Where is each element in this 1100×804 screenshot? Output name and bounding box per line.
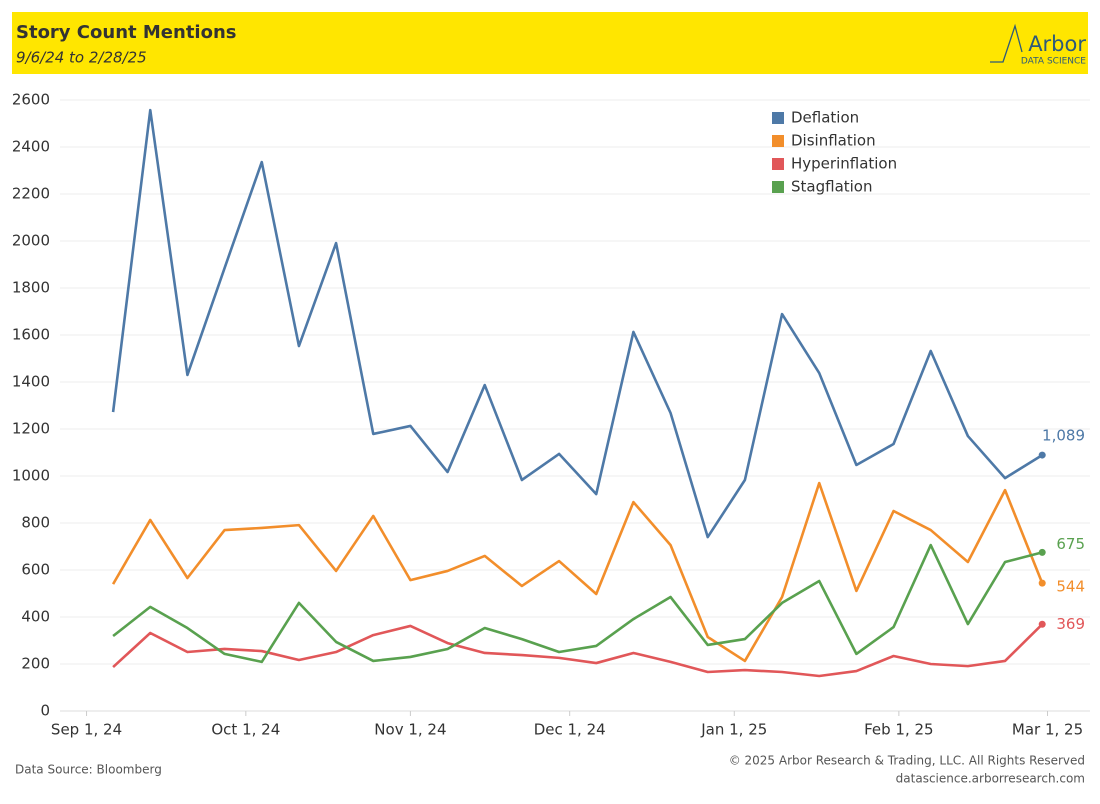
y-tick-label: 2600 xyxy=(12,91,50,109)
legend-label: Hyperinflation xyxy=(791,155,897,173)
header-band xyxy=(12,12,1088,74)
legend-swatch xyxy=(772,112,784,124)
x-tick-label: Oct 1, 24 xyxy=(211,721,280,739)
x-tick-label: Jan 1, 25 xyxy=(700,721,767,739)
series-line xyxy=(112,543,1043,664)
end-point xyxy=(1038,451,1046,459)
copyright: © 2025 Arbor Research & Trading, LLC. Al… xyxy=(729,754,1085,768)
y-tick-label: 2200 xyxy=(12,185,50,203)
end-label: 1,089 xyxy=(1042,427,1085,445)
y-tick-label: 1600 xyxy=(12,326,50,344)
y-tick-label: 1200 xyxy=(12,420,50,438)
subtitle: 9/6/24 to 2/28/25 xyxy=(16,49,147,67)
y-tick-label: 1400 xyxy=(12,373,50,391)
legend-swatch xyxy=(772,135,784,147)
y-tick-label: 400 xyxy=(21,608,50,626)
y-tick-label: 600 xyxy=(21,561,50,579)
source: Data Source: Bloomberg xyxy=(15,763,162,777)
logo: Arbor xyxy=(1028,32,1086,56)
legend-label: Disinflation xyxy=(791,132,876,150)
x-tick-label: Nov 1, 24 xyxy=(374,721,446,739)
legend-label: Deflation xyxy=(791,109,859,127)
y-tick-label: 2400 xyxy=(12,138,50,156)
legend-swatch xyxy=(772,158,784,170)
logo-mark xyxy=(990,23,1023,63)
y-tick-label: 200 xyxy=(21,655,50,673)
y-tick-label: 2000 xyxy=(12,232,50,250)
end-point xyxy=(1038,620,1046,628)
x-tick-label: Feb 1, 25 xyxy=(864,721,934,739)
end-label: 675 xyxy=(1056,535,1085,553)
y-tick-label: 1800 xyxy=(12,279,50,297)
series-line xyxy=(111,108,1043,539)
series-line xyxy=(111,481,1044,663)
logo-sub: DATA SCIENCE xyxy=(1021,57,1086,67)
x-tick-label: Sep 1, 24 xyxy=(51,721,122,739)
end-point xyxy=(1038,548,1046,556)
x-tick-label: Dec 1, 24 xyxy=(534,721,606,739)
end-label: 544 xyxy=(1056,578,1085,596)
legend-label: Stagflation xyxy=(791,178,873,196)
y-tick-label: 1000 xyxy=(12,467,50,485)
legend-swatch xyxy=(772,181,784,193)
url: datascience.arborresearch.com xyxy=(896,772,1085,786)
y-tick-label: 0 xyxy=(40,702,50,720)
end-point xyxy=(1038,579,1046,587)
x-tick-label: Mar 1, 25 xyxy=(1012,721,1083,739)
y-tick-label: 800 xyxy=(21,514,50,532)
title: Story Count Mentions xyxy=(16,22,237,43)
end-label: 369 xyxy=(1056,615,1085,633)
